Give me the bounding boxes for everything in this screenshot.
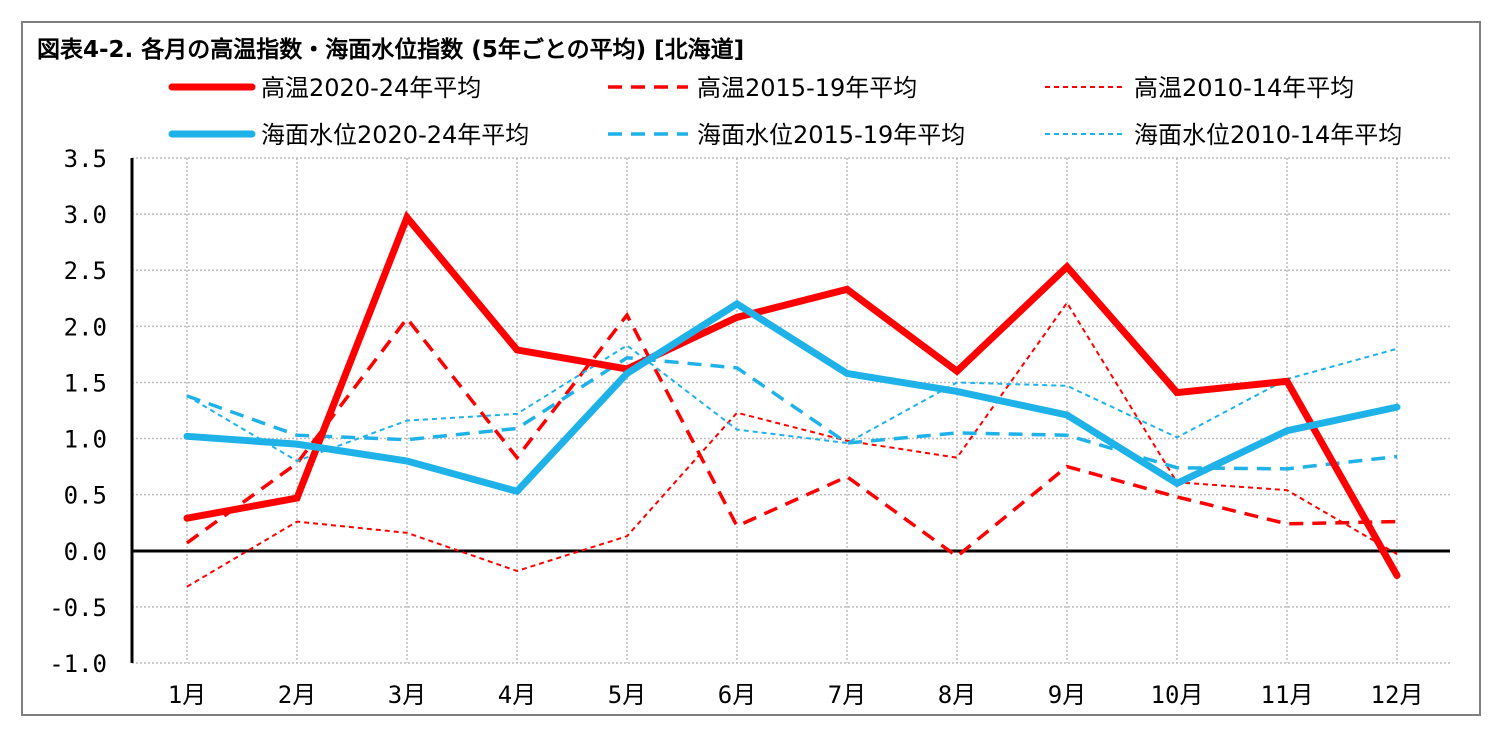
x-tick-label: 10月 xyxy=(1151,681,1204,709)
series-line-3 xyxy=(183,299,1401,496)
legend-label: 海面水位2010-14年平均 xyxy=(1134,121,1402,149)
x-tick-label: 12月 xyxy=(1371,681,1424,709)
legend-label: 海面水位2020-24年平均 xyxy=(261,121,529,149)
x-tick-label: 3月 xyxy=(388,681,426,709)
series-line-5 xyxy=(186,344,1398,463)
series-lines xyxy=(183,210,1401,588)
y-tick-label: 1.5 xyxy=(64,369,107,397)
legend: 高温2020-24年平均 高温2015-19年平均 高温2010-14年平均海面水位… xyxy=(168,74,1402,149)
y-tick-label: -0.5 xyxy=(49,594,107,622)
axes: 3.5 3.0 2.5 2.0 1.5 1.0 0.5 0.0 -0.5 -1.0 1月 2月 3月 4月… xyxy=(49,145,1450,709)
chart-title: 図表4-2. 各月の高温指数・海面水位指数 (5年ごとの平均) [北海道] xyxy=(37,37,745,63)
y-tick-label: 2.5 xyxy=(64,257,107,285)
chart-frame xyxy=(21,21,1481,716)
y-tick-label: -1.0 xyxy=(49,650,107,678)
x-tick-label: 4月 xyxy=(498,681,536,709)
x-tick-label: 9月 xyxy=(1048,681,1086,709)
legend-label: 高温2010-14年平均 xyxy=(1134,74,1354,102)
series-line-1 xyxy=(185,311,1398,559)
x-tick-label: 7月 xyxy=(828,681,866,709)
gridlines xyxy=(132,157,1450,664)
y-tick-label: 3.0 xyxy=(64,201,107,229)
legend-label: 高温2015-19年平均 xyxy=(697,74,917,102)
y-tick-label: 2.0 xyxy=(64,313,107,341)
legend-label: 高温2020-24年平均 xyxy=(261,74,481,102)
x-tick-label: 6月 xyxy=(718,681,756,709)
x-tick-label: 2月 xyxy=(278,681,316,709)
series-line-0 xyxy=(183,210,1401,579)
series-line-2 xyxy=(186,300,1398,588)
y-tick-label: 0.0 xyxy=(64,538,107,566)
y-tick-label: 1.0 xyxy=(64,426,107,454)
x-tick-label: 11月 xyxy=(1261,681,1314,709)
series-line-4 xyxy=(186,355,1398,471)
x-tick-label: 8月 xyxy=(938,681,976,709)
legend-label: 海面水位2015-19年平均 xyxy=(697,121,965,149)
y-tick-label: 3.5 xyxy=(64,145,107,173)
x-tick-label: 5月 xyxy=(608,681,646,709)
y-tick-label: 0.5 xyxy=(64,482,107,510)
x-tick-label: 1月 xyxy=(168,681,206,709)
